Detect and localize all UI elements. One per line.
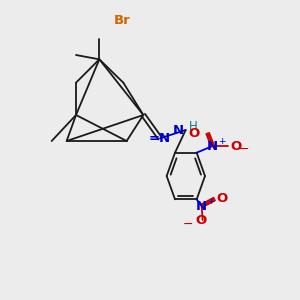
Text: −: − bbox=[183, 218, 194, 230]
Text: O: O bbox=[188, 127, 200, 140]
Text: O: O bbox=[230, 140, 242, 152]
Text: Br: Br bbox=[113, 14, 130, 27]
Text: +: + bbox=[218, 137, 225, 146]
Text: N: N bbox=[172, 124, 184, 136]
Text: O: O bbox=[195, 214, 206, 226]
Text: −: − bbox=[238, 142, 249, 155]
Text: +: + bbox=[207, 197, 214, 206]
Text: N: N bbox=[196, 200, 207, 212]
Text: N: N bbox=[207, 140, 218, 152]
Text: =N: =N bbox=[149, 132, 171, 145]
Text: H: H bbox=[189, 121, 197, 134]
Text: O: O bbox=[216, 193, 228, 206]
